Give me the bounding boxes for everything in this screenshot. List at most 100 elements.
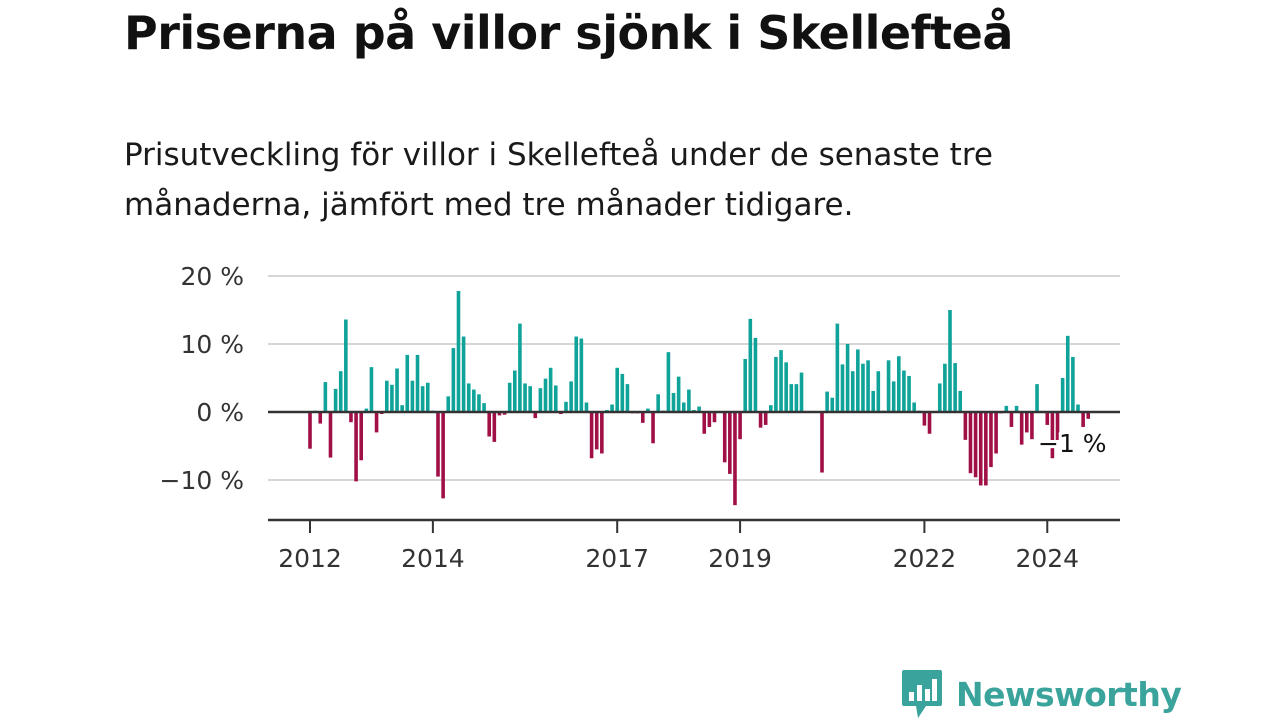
- bar: [671, 392, 676, 412]
- bar: [728, 412, 732, 474]
- bar: [973, 412, 978, 478]
- bar: [1050, 412, 1055, 459]
- bar: [753, 337, 758, 412]
- bar: [856, 349, 860, 412]
- bar: [963, 412, 968, 440]
- bar: [784, 362, 788, 412]
- bar: [943, 363, 947, 412]
- y-tick-label: 20 %: [180, 262, 244, 291]
- bar: [830, 397, 835, 412]
- bar: [338, 371, 343, 412]
- bar: [1076, 404, 1080, 412]
- bar: [651, 412, 655, 444]
- bar: [472, 389, 476, 412]
- bar: [456, 290, 461, 412]
- bar: [385, 380, 389, 412]
- bar: [323, 382, 328, 412]
- bar: [902, 370, 906, 412]
- x-tick-label: 2019: [708, 544, 772, 573]
- bar: [436, 412, 440, 477]
- bar: [794, 384, 799, 412]
- bar: [349, 412, 353, 423]
- bar: [789, 384, 794, 412]
- x-tick-label: 2022: [893, 544, 957, 573]
- bar: [707, 412, 712, 427]
- bar: [968, 412, 973, 474]
- bar: [620, 373, 625, 412]
- bar: [538, 388, 543, 412]
- bar: [533, 412, 538, 419]
- bar: [451, 348, 456, 412]
- bar: [415, 354, 420, 412]
- bar: [937, 383, 942, 412]
- bar: [835, 323, 840, 412]
- bar: [1009, 412, 1014, 427]
- bar: [584, 402, 589, 412]
- bar: [953, 363, 957, 412]
- bar: [1060, 378, 1065, 412]
- bar: [1030, 412, 1034, 440]
- bar: [850, 371, 855, 412]
- bar: [441, 412, 445, 499]
- bar: [497, 412, 502, 416]
- bar: [641, 412, 645, 423]
- bar: [564, 401, 568, 412]
- bar: [492, 412, 497, 442]
- newsworthy-logo-icon: [902, 670, 942, 718]
- bar: [907, 375, 911, 412]
- bar: [712, 412, 717, 423]
- bar: [1081, 412, 1085, 427]
- x-tick-label: 2012: [278, 544, 342, 573]
- bar: [507, 382, 512, 412]
- brand-name: Newsworthy: [956, 674, 1182, 714]
- bar: [390, 384, 394, 412]
- bar: [958, 390, 963, 412]
- bar: [845, 344, 850, 412]
- bar: [779, 350, 783, 412]
- gridlines: [268, 275, 1120, 481]
- bar: [891, 381, 896, 412]
- y-tick-label: 10 %: [180, 330, 244, 359]
- bar: [625, 384, 630, 412]
- bar: [769, 405, 773, 412]
- bar: [702, 412, 707, 434]
- bar: [354, 412, 358, 482]
- bar: [400, 405, 404, 412]
- bar: [676, 376, 681, 412]
- bar: [1065, 335, 1070, 412]
- bar: [927, 412, 932, 434]
- bar: [758, 412, 763, 428]
- bar: [553, 385, 558, 412]
- bar: [763, 412, 768, 425]
- y-tick-label: 0 %: [196, 398, 244, 427]
- bar: [548, 367, 553, 412]
- bar: [574, 336, 579, 412]
- bar: [466, 383, 471, 412]
- bar: [528, 386, 532, 412]
- x-tick-label: 2024: [1015, 544, 1079, 573]
- bar: [333, 388, 338, 412]
- bar: [1055, 412, 1060, 441]
- bar: [948, 310, 952, 412]
- bar: [446, 396, 451, 412]
- bar: [840, 364, 845, 412]
- bar: [866, 360, 870, 412]
- bar: [328, 412, 333, 458]
- bar: [615, 367, 619, 412]
- bar: [861, 363, 865, 412]
- bar: [523, 383, 527, 412]
- bar: [502, 412, 507, 415]
- bar: [477, 394, 481, 412]
- bar: [461, 336, 466, 412]
- bar: [871, 390, 875, 412]
- bar: [922, 412, 927, 426]
- bar: [1004, 405, 1009, 412]
- bar: [513, 370, 517, 412]
- bar: [518, 323, 522, 412]
- bar: [369, 367, 374, 412]
- bar: [1071, 356, 1075, 412]
- bar: [1025, 412, 1029, 433]
- bar: [1014, 405, 1019, 412]
- bar: [978, 412, 983, 486]
- bar: [359, 412, 363, 461]
